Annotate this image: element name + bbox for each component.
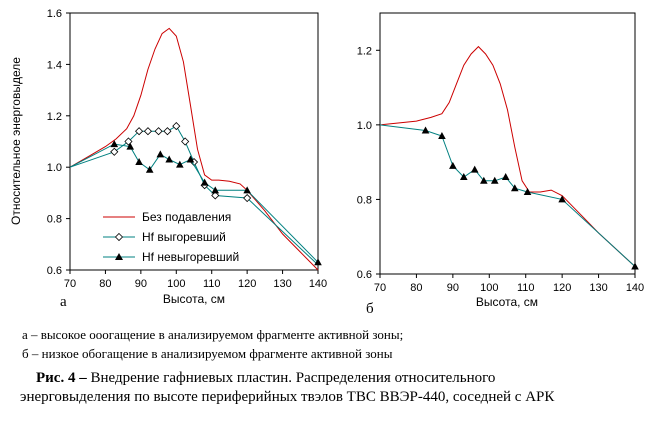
- y-tick-label: 0.8: [47, 214, 62, 226]
- x-tick-label: 110: [517, 282, 535, 294]
- data-point-triangle: [200, 178, 209, 186]
- series-group-a: [69, 27, 322, 271]
- series-line-b-1: [379, 124, 636, 267]
- figure-caption-text-1: Внедрение гафниевых пластин. Распределен…: [86, 370, 496, 386]
- data-point-triangle: [510, 184, 519, 192]
- y-tick-label: 0.6: [357, 269, 372, 281]
- data-point-diamond: [172, 122, 181, 131]
- data-point-triangle: [156, 150, 165, 158]
- data-point-triangle: [135, 158, 143, 166]
- x-tick-label: 70: [374, 282, 386, 294]
- data-point-triangle: [501, 173, 510, 181]
- data-point-triangle: [243, 186, 251, 194]
- x-tick-label: 70: [64, 278, 76, 290]
- data-point-triangle: [165, 155, 173, 163]
- x-tick-label: 140: [626, 282, 644, 294]
- data-point-triangle: [449, 161, 457, 169]
- legend-label-hf-burned: Hf выгоревший: [142, 230, 226, 244]
- x-tick-label: 80: [99, 278, 111, 290]
- legend-triangle-marker: [115, 253, 123, 260]
- legend-label-no-suppression: Без подавления: [142, 210, 231, 224]
- x-tick-label: 100: [480, 282, 498, 294]
- data-point-triangle: [110, 140, 119, 148]
- x-tick-label: 100: [167, 278, 185, 290]
- x-tick-label: 90: [447, 282, 459, 294]
- data-point-diamond: [163, 127, 172, 136]
- series-line-a-1: [69, 125, 319, 266]
- data-point-triangle: [459, 173, 468, 181]
- y-tick-label: 1.4: [47, 59, 62, 71]
- plot-frame-a: [69, 12, 319, 271]
- x-axis-label-a: Высота, см: [163, 292, 225, 306]
- data-point-triangle: [438, 132, 446, 140]
- x-axis-label-b: Высота, см: [476, 295, 538, 309]
- note-a: а – высокое ооогащение в анализируемом ф…: [22, 327, 404, 342]
- legend-label-hf-unburned: Hf невыгоревший: [142, 250, 239, 264]
- x-tick-label: 130: [273, 278, 291, 290]
- legend-a: Без подавления Hf выгоревший Hf невыгоре…: [103, 210, 239, 264]
- data-point-triangle: [145, 165, 154, 173]
- data-point-diamond: [243, 193, 252, 203]
- y-tick-label: 1.0: [357, 120, 372, 132]
- data-point-triangle: [186, 155, 195, 163]
- data-point-triangle: [631, 262, 639, 270]
- data-point-diamond: [135, 127, 144, 136]
- y-tick-label: 0.6: [47, 265, 62, 277]
- chart-panel-b: 70 80 90 100 110 120 130 140 0.6 0.8 1.0 1.2 Высота…: [357, 12, 644, 317]
- data-point-triangle: [480, 176, 488, 184]
- panel-label-b: б: [366, 301, 374, 317]
- x-tick-label: 120: [238, 278, 256, 290]
- axis-ticks-a: 70 80 90 100 110 120 130 140 0.6 0.8 1.0 1.2 1.4 1.6: [47, 8, 327, 290]
- y-tick-label: 1.6: [47, 8, 62, 20]
- data-point-triangle: [211, 186, 220, 194]
- y-tick-label: 1.0: [47, 162, 62, 174]
- data-point-diamond: [143, 127, 153, 136]
- chart-panel-a: 70 80 90 100 110 120 130 1400.60.81.01.21.41.6 …: [9, 8, 327, 310]
- x-tick-label: 120: [553, 282, 571, 294]
- data-point-triangle: [126, 142, 135, 150]
- plot-frame-b: [379, 12, 636, 275]
- note-b: б – низкое обогащение в анализируемом фр…: [22, 346, 393, 361]
- data-point-triangle: [176, 160, 184, 168]
- y-tick-label: 0.8: [357, 194, 372, 206]
- data-point-triangle: [490, 176, 499, 184]
- series-group-b: [379, 45, 639, 270]
- data-point-triangle: [523, 187, 532, 195]
- data-point-diamond: [154, 127, 163, 136]
- axis-ticks-b: 70 80 90 100 110 120 130 140 0.6 0.8 1.0 1.2: [357, 45, 644, 294]
- x-tick-label: 140: [309, 278, 327, 290]
- legend-diamond-marker: [114, 232, 124, 242]
- figure-caption-line-1: Рис. 4 – Внедрение гафниевых пластин. Ра…: [36, 370, 495, 387]
- y-axis-label-a: Относительное энерговыделе: [9, 57, 23, 225]
- figure-caption-line-2: энерговыделения по высоте периферийных т…: [20, 389, 555, 405]
- data-point-diamond: [110, 147, 119, 156]
- data-point-diamond: [211, 191, 220, 200]
- figure-caption-prefix: Рис. 4 –: [36, 370, 87, 386]
- series-line-b-0: [379, 45, 636, 267]
- x-tick-label: 130: [589, 282, 607, 294]
- data-point-triangle: [470, 165, 479, 173]
- data-point-triangle: [314, 258, 322, 266]
- y-tick-label: 1.2: [357, 45, 372, 57]
- data-point-triangle: [421, 126, 430, 134]
- x-tick-label: 110: [203, 278, 221, 290]
- data-point-diamond: [181, 137, 190, 146]
- data-point-triangle: [558, 195, 566, 203]
- y-tick-label: 1.2: [47, 111, 62, 123]
- panel-label-a: а: [60, 294, 67, 310]
- x-tick-label: 90: [135, 278, 147, 290]
- x-tick-label: 80: [410, 282, 422, 294]
